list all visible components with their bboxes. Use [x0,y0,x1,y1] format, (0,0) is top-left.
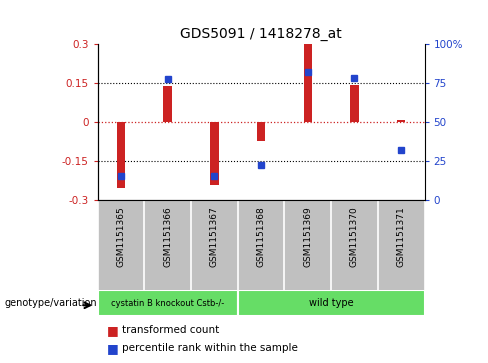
Bar [238,290,425,316]
Text: percentile rank within the sample: percentile rank within the sample [122,343,298,354]
Text: GSM1151368: GSM1151368 [257,206,265,267]
Bar [210,122,219,185]
Bar [163,86,172,122]
Bar [117,122,125,188]
Text: GSM1151369: GSM1151369 [303,206,312,267]
Title: GDS5091 / 1418278_at: GDS5091 / 1418278_at [180,27,342,41]
Text: cystatin B knockout Cstb-/-: cystatin B knockout Cstb-/- [111,299,224,307]
Text: GSM1151370: GSM1151370 [350,206,359,267]
Bar [257,122,265,141]
Bar [350,85,359,122]
Text: genotype/variation: genotype/variation [5,298,98,308]
Text: transformed count: transformed count [122,325,219,335]
Text: GSM1151365: GSM1151365 [117,206,125,267]
Bar [304,42,312,122]
Text: ■: ■ [107,324,119,337]
Text: GSM1151371: GSM1151371 [397,206,406,267]
Text: GSM1151366: GSM1151366 [163,206,172,267]
Text: ■: ■ [107,342,119,355]
Text: wild type: wild type [309,298,353,308]
Text: GSM1151367: GSM1151367 [210,206,219,267]
Bar [98,290,238,316]
Bar [397,120,406,122]
